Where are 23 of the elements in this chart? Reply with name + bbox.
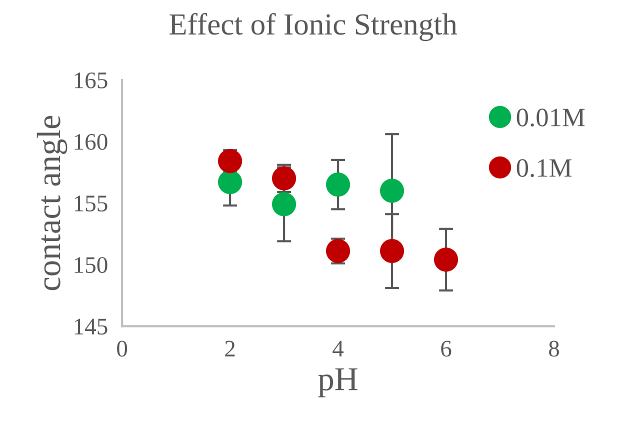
y-tick-label: 165 <box>74 72 108 88</box>
x-tick-label: 6 <box>441 340 452 357</box>
point <box>218 170 242 194</box>
y-tick-label: 150 <box>74 257 108 274</box>
point <box>380 178 404 203</box>
legend-label: 0.01M <box>516 108 585 127</box>
y-axis-title: contact angle <box>36 116 68 290</box>
point <box>434 248 458 272</box>
y-tick-label: 155 <box>74 196 108 212</box>
x-tick-label: 0 <box>117 340 128 357</box>
x-axis-title: pH <box>318 368 358 398</box>
point <box>272 192 296 216</box>
point <box>380 239 404 264</box>
point <box>218 149 242 174</box>
x-tick-label: 2 <box>225 340 235 356</box>
point <box>326 172 350 197</box>
y-tick-label: 160 <box>74 134 108 150</box>
chart-title: Effect of Ionic Strength <box>169 12 457 42</box>
y-tick-label: 145 <box>74 318 108 335</box>
x-tick-label: 8 <box>549 340 560 357</box>
point <box>326 239 350 264</box>
legend-label: 0.1M <box>516 159 572 178</box>
x-tick-label: 4 <box>332 340 344 356</box>
